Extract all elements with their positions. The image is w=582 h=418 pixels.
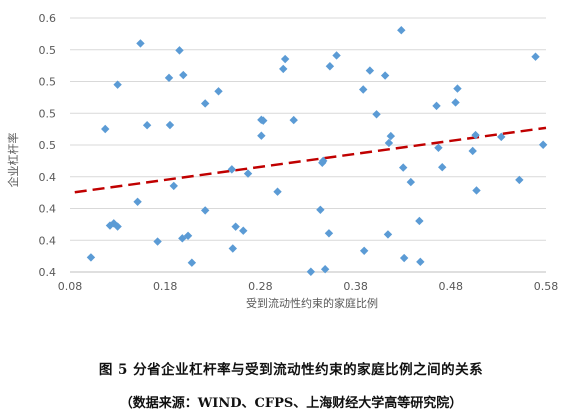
data-point (319, 156, 328, 166)
data-point (453, 84, 462, 93)
data-point (415, 216, 424, 226)
y-tick-label: 0.5 (39, 139, 57, 152)
data-point (183, 231, 193, 241)
data-point (416, 257, 425, 267)
figure-source: （数据来源：WIND、CFPS、上海财经大学高等研究院） (119, 396, 463, 411)
y-tick-label: 0.5 (39, 107, 57, 120)
data-point (101, 124, 110, 134)
x-tick-label: 0.28 (248, 280, 273, 293)
data-point (179, 70, 188, 80)
y-tick-label: 0.5 (39, 76, 57, 89)
data-points (86, 25, 548, 276)
y-tick-label: 0.5 (39, 44, 57, 57)
y-axis-title: 企业杠杆率 (6, 133, 20, 188)
data-point (468, 146, 477, 156)
data-point (359, 85, 368, 94)
data-point (332, 51, 341, 60)
data-point (169, 181, 178, 191)
data-point (200, 99, 210, 108)
data-point (289, 115, 298, 125)
x-tick-label: 0.08 (58, 280, 83, 293)
data-point (380, 71, 390, 80)
data-point (231, 222, 240, 231)
data-point (531, 52, 540, 61)
data-point (383, 230, 393, 239)
data-point (279, 64, 288, 74)
data-point (187, 258, 197, 267)
data-point (538, 140, 548, 149)
data-point (365, 66, 375, 75)
data-point (133, 197, 142, 206)
data-point (200, 206, 210, 215)
y-tick-label: 0.4 (39, 203, 57, 216)
y-tick-label: 0.6 (39, 12, 57, 25)
data-point (165, 120, 175, 130)
data-point (273, 187, 282, 196)
x-tick-label: 0.38 (343, 280, 368, 293)
data-point (136, 39, 145, 48)
data-point (406, 177, 416, 187)
data-point (153, 237, 162, 246)
data-point (306, 267, 316, 276)
gridlines (70, 17, 546, 241)
data-point (515, 175, 524, 185)
data-point (471, 130, 480, 140)
y-tick-label: 0.4 (39, 266, 57, 279)
data-point (384, 138, 394, 148)
data-point (257, 131, 266, 140)
data-point (399, 253, 409, 263)
data-point (113, 222, 122, 231)
x-axis-ticks: 0.08 0.18 0.28 0.38 0.48 0.58 (58, 280, 559, 293)
y-tick-label: 0.4 (39, 234, 57, 247)
x-tick-label: 0.18 (153, 280, 178, 293)
data-point (316, 205, 325, 214)
y-tick-label: 0.4 (39, 171, 57, 184)
trendline (74, 126, 547, 194)
data-point (438, 163, 447, 172)
data-point (164, 73, 174, 83)
data-point (397, 25, 406, 35)
data-point (239, 226, 248, 235)
x-axis-title: 受到流动性约束的家庭比例 (246, 296, 378, 310)
data-point (324, 229, 334, 238)
data-point (497, 132, 506, 142)
data-point (259, 116, 268, 125)
data-point (325, 62, 335, 71)
data-point (434, 143, 443, 152)
y-axis-ticks: 0.4 0.4 0.4 0.4 0.5 0.5 0.5 0.5 0.6 (39, 12, 57, 279)
figure-caption: 图 5 分省企业杠杆率与受到流动性约束的家庭比例之间的关系 (98, 362, 484, 378)
data-point (175, 46, 184, 55)
x-tick-label: 0.48 (439, 280, 464, 293)
x-tick-label: 0.58 (534, 280, 559, 293)
data-point (372, 110, 381, 119)
data-point (214, 87, 223, 96)
data-point (113, 80, 122, 89)
data-point (359, 246, 369, 255)
data-point (178, 234, 187, 243)
scatter-chart: 0.4 0.4 0.4 0.4 0.5 0.5 0.5 0.5 0.6 0.08 0.18 0.28… (6, 12, 559, 310)
data-point (227, 165, 237, 174)
data-point (142, 120, 152, 130)
data-point (432, 101, 441, 111)
data-point (320, 265, 330, 274)
data-point (228, 244, 237, 253)
data-point (86, 253, 96, 262)
data-point (386, 131, 396, 141)
data-point (280, 54, 290, 64)
data-point (243, 169, 253, 178)
data-point (451, 98, 460, 107)
data-point (399, 163, 408, 172)
data-point (472, 186, 481, 195)
